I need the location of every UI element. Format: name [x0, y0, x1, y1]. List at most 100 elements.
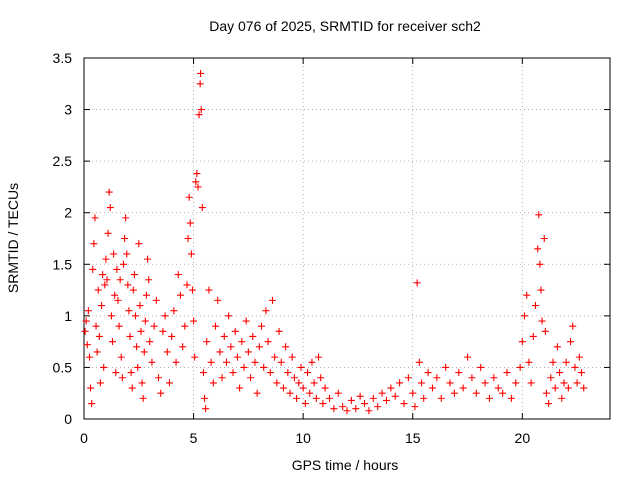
- data-point: [212, 322, 219, 330]
- data-point: [124, 281, 132, 289]
- data-point: [459, 384, 467, 392]
- data-point: [81, 327, 89, 335]
- data-point: [356, 392, 364, 400]
- data-point: [135, 240, 143, 248]
- data-point: [308, 358, 316, 366]
- data-point: [127, 369, 135, 377]
- data-point: [485, 394, 493, 402]
- data-point: [123, 250, 131, 258]
- data-point: [428, 384, 436, 392]
- data-point: [87, 384, 95, 392]
- data-point: [319, 400, 327, 408]
- data-point: [553, 343, 561, 351]
- data-point: [238, 338, 246, 346]
- data-point: [304, 369, 312, 377]
- data-point: [161, 312, 169, 320]
- data-point: [102, 255, 110, 263]
- data-point: [273, 379, 281, 387]
- data-point: [420, 394, 428, 402]
- data-point: [541, 327, 549, 335]
- data-point: [159, 327, 167, 335]
- data-point: [437, 394, 445, 402]
- data-point: [176, 291, 184, 299]
- data-point: [347, 396, 355, 404]
- data-point: [242, 317, 250, 325]
- data-point: [91, 214, 99, 222]
- data-point: [185, 193, 193, 201]
- data-point: [121, 235, 129, 242]
- data-point: [119, 260, 127, 268]
- data-point: [523, 291, 531, 299]
- data-point: [244, 348, 252, 356]
- data-point: [547, 374, 555, 382]
- data-point: [84, 307, 92, 315]
- data-point: [209, 379, 217, 387]
- data-point: [290, 374, 298, 382]
- data-point: [111, 291, 119, 299]
- y-tick-label: 0.5: [53, 359, 73, 375]
- data-point: [575, 353, 583, 361]
- data-point: [558, 394, 566, 402]
- data-point: [352, 405, 360, 413]
- data-point: [369, 394, 377, 402]
- data-point: [330, 405, 338, 413]
- data-point: [251, 358, 259, 366]
- data-point: [494, 384, 502, 392]
- data-point: [181, 322, 189, 330]
- data-point: [545, 400, 553, 408]
- data-point: [202, 405, 210, 413]
- data-point: [521, 312, 529, 320]
- y-tick-label: 1.5: [53, 256, 73, 272]
- data-point: [293, 394, 301, 402]
- data-point: [137, 327, 145, 335]
- data-point: [196, 80, 204, 88]
- y-axis-label: SRMTID / TECUs: [5, 183, 21, 293]
- data-point: [518, 338, 526, 346]
- data-point: [306, 389, 314, 397]
- data-point: [227, 343, 235, 351]
- data-point: [168, 332, 176, 340]
- y-tick-label: 2.5: [53, 153, 73, 169]
- data-point: [104, 229, 112, 237]
- data-point: [374, 403, 382, 411]
- data-point: [315, 353, 323, 361]
- data-point: [562, 358, 570, 366]
- data-point: [205, 286, 213, 294]
- data-point: [262, 307, 270, 315]
- data-point: [284, 369, 292, 377]
- data-point: [365, 407, 373, 415]
- data-point: [317, 374, 325, 382]
- data-point: [101, 281, 109, 289]
- y-tick-label: 1: [64, 308, 72, 324]
- data-point: [271, 353, 279, 361]
- data-point: [233, 353, 241, 361]
- data-point: [126, 332, 134, 340]
- data-point: [472, 389, 480, 397]
- data-point: [321, 384, 329, 392]
- x-tick-label: 20: [515, 430, 531, 446]
- data-point: [260, 363, 268, 371]
- data-point: [155, 374, 163, 382]
- data-point: [507, 394, 515, 402]
- data-point: [409, 389, 417, 397]
- data-point: [534, 245, 542, 253]
- data-point: [531, 302, 539, 310]
- data-point: [538, 317, 546, 325]
- data-point: [100, 363, 108, 371]
- data-point: [424, 369, 432, 377]
- data-point: [391, 392, 399, 400]
- data-point: [113, 265, 121, 273]
- data-point: [411, 403, 419, 411]
- data-point: [564, 384, 572, 392]
- data-point: [310, 379, 318, 387]
- x-tick-label: 5: [190, 430, 198, 446]
- data-point: [138, 379, 146, 387]
- data-point: [477, 363, 485, 371]
- data-point: [107, 312, 115, 320]
- plot-frame: [83, 57, 611, 420]
- y-tick-label: 3: [64, 102, 72, 118]
- data-point: [201, 394, 209, 402]
- data-point: [222, 358, 230, 366]
- data-points: [81, 69, 588, 415]
- data-point: [503, 369, 511, 377]
